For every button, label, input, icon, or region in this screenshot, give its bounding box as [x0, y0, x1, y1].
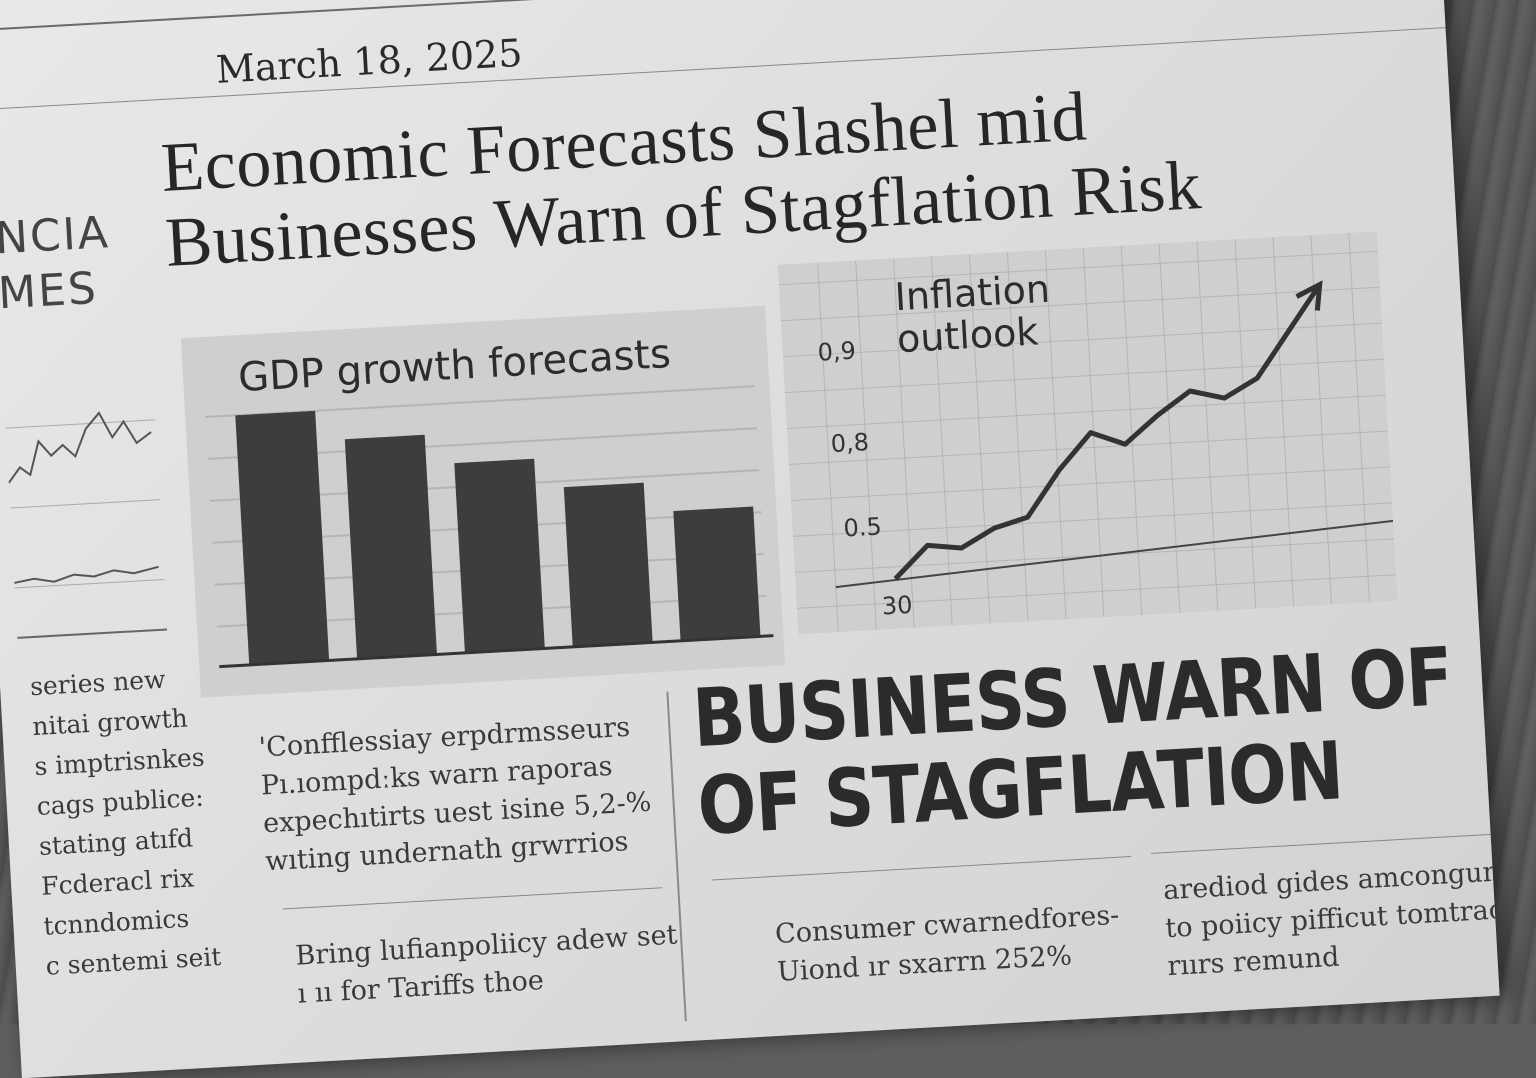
article-left-rule — [282, 887, 663, 910]
gdp-bar — [235, 410, 330, 665]
gdp-bar — [454, 458, 545, 653]
left-stock-chart — [5, 411, 168, 639]
inflation-series-line — [893, 283, 1322, 581]
gdp-chart-panel: GDP growth forecasts — [180, 305, 786, 698]
inflation-arrow-icon — [1295, 280, 1323, 311]
newspaper-page: March 18, 2025 NCIA MES Economic Forecas… — [0, 0, 1500, 1078]
gdp-bar-chart — [205, 385, 774, 669]
inflation-gridline — [778, 250, 1378, 286]
inflation-chart-panel: 0,9 0,8 0.5 30 Inflation outlook — [777, 231, 1398, 635]
inflation-gridline — [784, 358, 1384, 394]
issue-date: March 18, 2025 — [214, 30, 524, 92]
gdp-gridline — [205, 385, 755, 419]
article-left-text: 'Confflessiay erpdrmsseurs Pı.ıompdːks w… — [258, 708, 655, 881]
article-bottom-mid: Consumer cwarnedfores- Uiond ır sxarrn 2… — [774, 897, 1122, 992]
inflation-tick-label: 0,8 — [830, 428, 870, 458]
article-left-lower: Bring lufianpoliicy adew set ı ıı for Ta… — [295, 916, 681, 1013]
left-column-line: c sentemi seits — [44, 941, 222, 981]
masthead-fragment-top: NCIA — [0, 207, 112, 265]
left-column-text: series new nitai growth s imptrisnkes ca… — [29, 657, 222, 986]
inflation-tick-label: 0,9 — [817, 337, 857, 367]
inflation-chart-title: Inflation outlook — [894, 267, 1054, 362]
article-bottom-right: arediod gides amcongunsced to poiicy pif… — [1162, 850, 1499, 986]
bottom-rule-mid — [711, 855, 1132, 881]
inflation-gridline — [786, 394, 1386, 430]
stagflation-headline: BUSINESS WARN OF OF STAGFLATION — [690, 630, 1460, 853]
top-rule — [0, 0, 1442, 32]
inflation-gridline — [796, 574, 1397, 609]
inflation-tick-label: 0.5 — [843, 512, 883, 542]
gdp-bar — [344, 434, 437, 659]
bottom-rule-right — [1151, 832, 1500, 854]
inflation-line-chart: 0,9 0,8 0.5 30 — [778, 232, 1397, 633]
masthead-fragment-bottom: MES — [0, 262, 100, 320]
inflation-gridline — [788, 430, 1388, 466]
gdp-bar — [673, 506, 761, 641]
inflation-tick-label: 30 — [881, 591, 913, 621]
inflation-title-line-2: outlook — [895, 309, 1040, 362]
gdp-bar — [563, 482, 653, 647]
inflation-gridline — [790, 466, 1390, 501]
inflation-axis — [835, 519, 1394, 589]
gdp-baseline — [219, 634, 774, 669]
inflation-gridline — [780, 286, 1380, 322]
inflation-gridline — [792, 502, 1393, 537]
inflation-gridline — [782, 322, 1382, 358]
